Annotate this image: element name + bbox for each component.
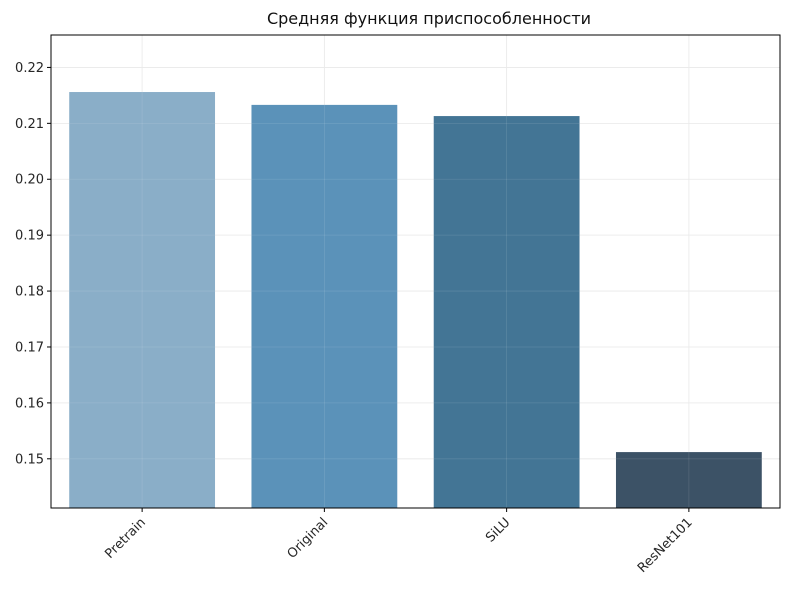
y-tick-label: 0.15 — [15, 452, 44, 467]
y-tick-label: 0.16 — [15, 396, 44, 411]
y-tick-label: 0.20 — [15, 173, 44, 188]
bar-silu — [433, 116, 580, 509]
chart-title: Средняя функция приспособленности — [267, 9, 591, 28]
bar-resnet101 — [615, 452, 762, 508]
y-tick-label: 0.21 — [15, 117, 44, 132]
bars — [51, 35, 780, 509]
y-tick-label: 0.17 — [15, 340, 44, 355]
bar-pretrain — [69, 92, 216, 508]
bar-original — [251, 104, 398, 509]
plot-frame — [50, 34, 781, 509]
y-tick-label: 0.18 — [15, 285, 44, 300]
y-axis: 0.15 0.16 0.17 0.18 0.19 0.20 0.21 0.22 — [15, 61, 51, 467]
y-tick-label: 0.22 — [15, 61, 44, 76]
y-tick-label: 0.19 — [15, 229, 44, 244]
